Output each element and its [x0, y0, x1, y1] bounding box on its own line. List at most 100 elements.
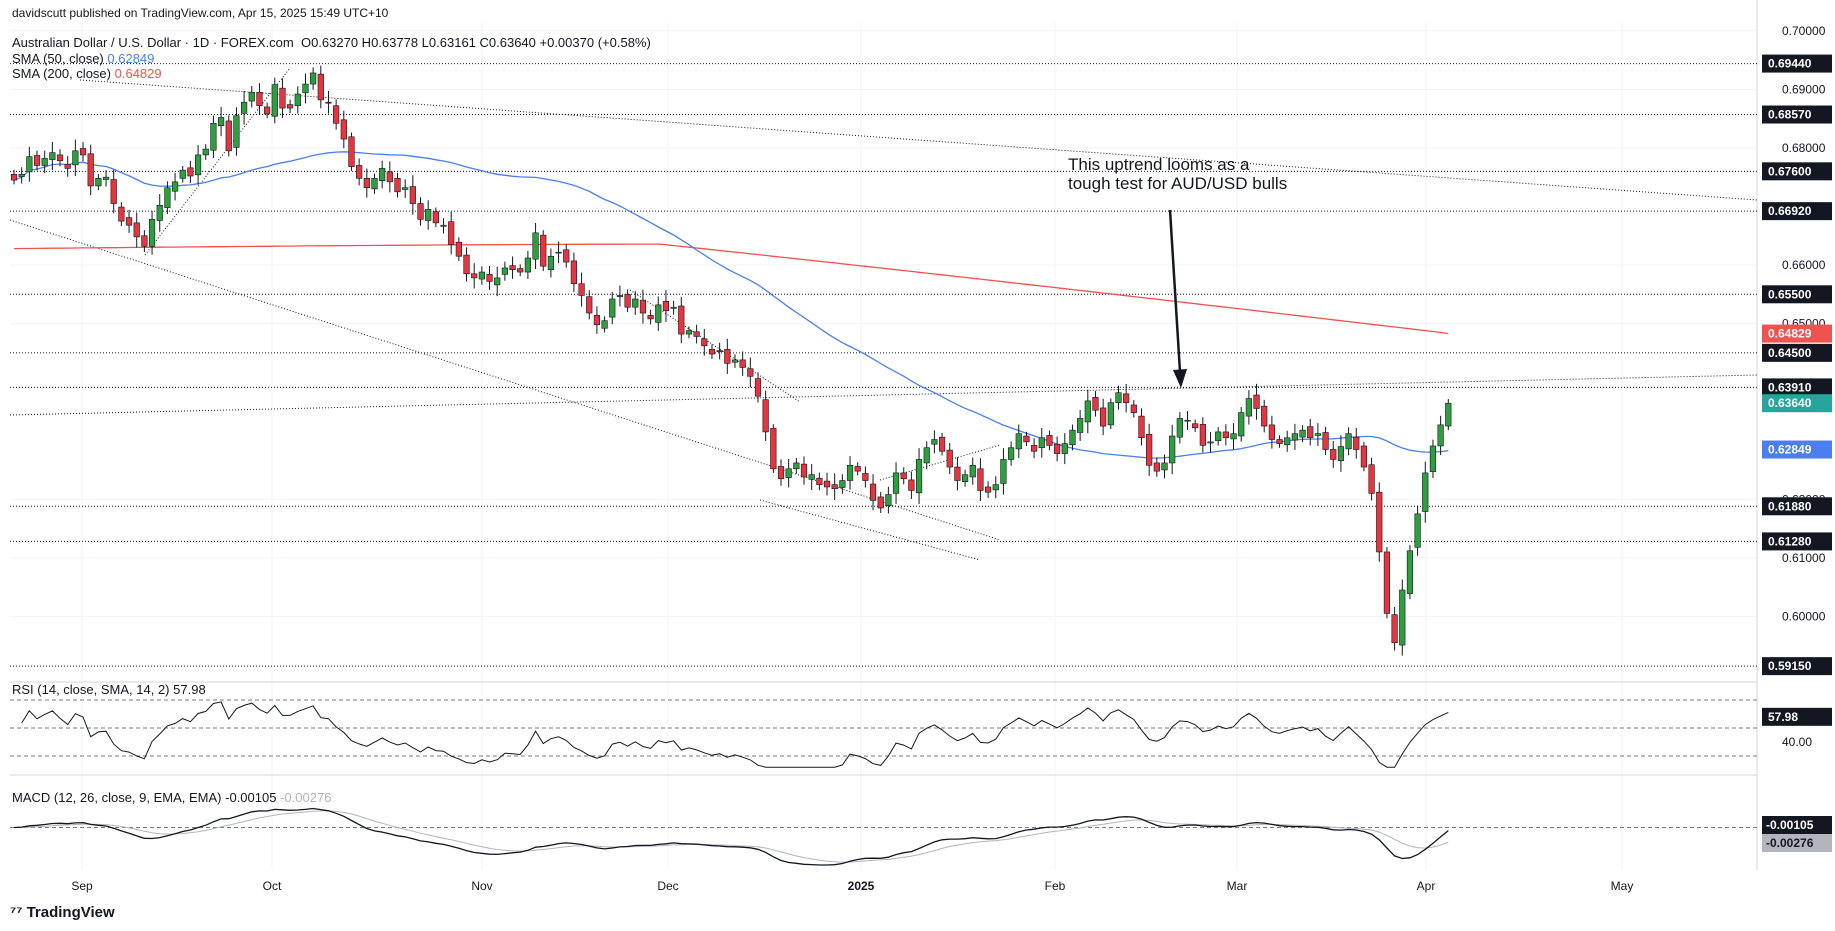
candle-down [1353, 436, 1360, 450]
annotation-arrow-shaft [1168, 209, 1182, 373]
candle-up [1069, 429, 1076, 446]
candle-up [440, 224, 447, 227]
candle-down [1261, 405, 1268, 427]
candle-down [1153, 462, 1160, 472]
candle-up [179, 169, 186, 179]
candle-down [724, 349, 731, 364]
candle-down [877, 496, 884, 509]
annotation-line-1: This uptrend looms as a [1068, 155, 1250, 174]
channel-lower [759, 499, 981, 561]
candle-up [532, 232, 539, 260]
candle-down [593, 315, 601, 326]
candle-up [632, 298, 639, 308]
candle-up [969, 464, 976, 478]
annotation-line-2: tough test for AUD/USD bulls [1068, 174, 1288, 193]
candle-up [892, 472, 900, 494]
candle-up [1399, 589, 1406, 646]
candle-up [478, 271, 485, 280]
candle-down [1391, 614, 1398, 644]
rsi-legend[interactable]: RSI (14, close, SMA, 14, 2) 57.98 [12, 682, 206, 697]
candle-up [609, 298, 616, 318]
candle-down [1192, 423, 1199, 429]
candle-up [846, 464, 854, 481]
candle-down [133, 222, 140, 238]
candle-down [486, 274, 493, 282]
time-tick-label: Dec [657, 879, 678, 893]
candle-up [1215, 431, 1222, 441]
level-tag-bg [1762, 657, 1832, 676]
candle-up [547, 255, 554, 271]
candle-down [432, 211, 439, 224]
candle-down [854, 466, 861, 472]
candle-up [241, 101, 248, 114]
candle-up [1230, 433, 1237, 440]
time-tick-label: Apr [1417, 879, 1436, 893]
level-tag-bg [1762, 54, 1832, 73]
candle-up [1007, 447, 1015, 460]
rsi-tag: 57.98 [1768, 710, 1798, 724]
candle-down [563, 249, 570, 263]
candle-up [1245, 398, 1252, 417]
candle-up [923, 447, 930, 464]
sma50-legend[interactable]: SMA (50, close) 0.62849 [12, 51, 154, 66]
price-tick-label: 0.60000 [1782, 609, 1826, 623]
candle-up [248, 91, 255, 102]
sma-50-path [13, 151, 1449, 459]
macd-line [13, 807, 1449, 866]
candle-up [992, 484, 999, 491]
candle-down [831, 484, 838, 490]
candle-down [1360, 445, 1368, 468]
sma200-value: 0.64829 [114, 66, 162, 81]
sma50-value: 0.62849 [107, 51, 155, 66]
candle-down [455, 241, 462, 257]
candle-down [363, 178, 370, 189]
candle-up [1284, 437, 1291, 446]
candle-down [701, 338, 708, 347]
candle-up [294, 93, 301, 107]
candle-down [409, 186, 416, 204]
candle-down [264, 106, 271, 115]
candle-down [87, 153, 94, 187]
candle-down [1307, 426, 1314, 439]
horizontal-level-lines [10, 63, 1757, 667]
price-tick-label: 0.66000 [1782, 258, 1826, 272]
candle-down [1376, 491, 1383, 553]
tradingview-logo[interactable]: ⁷⁷ TradingView [10, 904, 115, 921]
level-tag-label: 0.59150 [1768, 659, 1812, 673]
sma200-legend[interactable]: SMA (200, close) 0.64829 [12, 66, 162, 81]
candle-up [1061, 443, 1068, 454]
candle-down [1092, 397, 1099, 411]
candle-up [616, 295, 624, 297]
candle-up [685, 330, 693, 335]
candle-down [938, 436, 946, 452]
candle-down [471, 273, 478, 279]
candle-up [194, 154, 202, 176]
candle-down [1330, 449, 1337, 460]
candle-up [1184, 419, 1191, 422]
level-tag-label: 0.65500 [1768, 287, 1812, 301]
candle-up [379, 168, 386, 181]
level-tag-bg [1762, 202, 1832, 221]
candle-down [33, 155, 41, 166]
level-tag-label: 0.68570 [1768, 108, 1812, 122]
candle-up [1314, 433, 1321, 436]
price-tick-label: 0.68000 [1782, 141, 1826, 155]
candle-up [524, 257, 531, 273]
candle-down [10, 173, 18, 181]
macd-legend[interactable]: MACD (12, 26, close, 9, EMA, EMA) -0.001… [12, 790, 331, 805]
annotation-arrow [1168, 209, 1187, 388]
candle-up [931, 439, 938, 445]
candle-up [41, 158, 48, 166]
candle-down [1054, 443, 1061, 454]
level-tag-label: 0.61880 [1768, 499, 1812, 513]
candle-down [118, 206, 125, 222]
level-tag-label: 0.66920 [1768, 204, 1812, 218]
candle-down [1138, 415, 1145, 439]
candle-down [1146, 433, 1153, 466]
candle-up [425, 209, 432, 221]
sma50-label: SMA (50, close) [12, 51, 104, 66]
macd-label: MACD (12, 26, close, 9, EMA, EMA) [12, 790, 222, 805]
level-tag-bg [1762, 105, 1832, 124]
candle-down [1276, 439, 1283, 444]
